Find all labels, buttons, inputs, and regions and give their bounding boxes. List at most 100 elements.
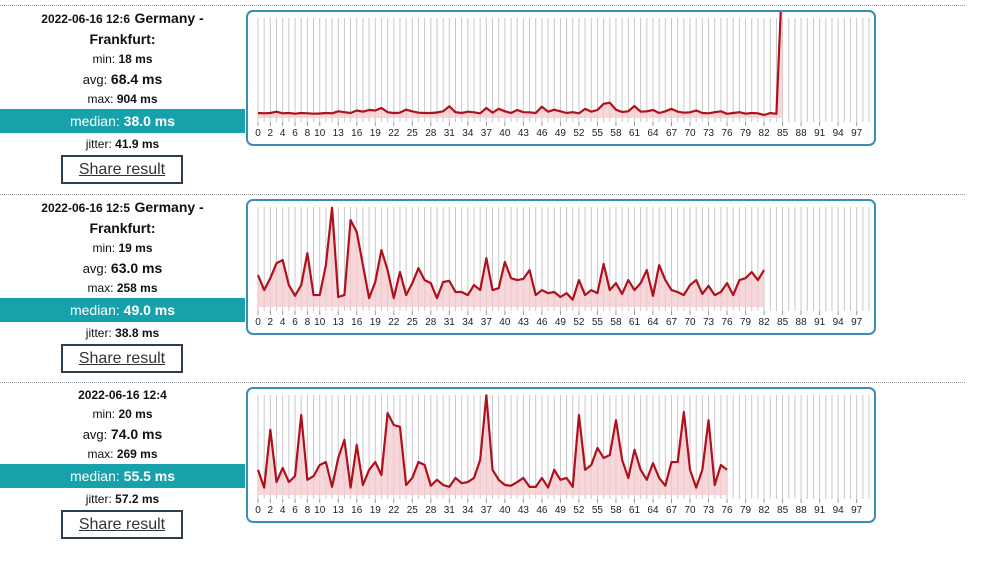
result-header: 2022-06-16 12:5 Germany - Frankfurt:	[18, 197, 228, 239]
min-value: 19 ms	[118, 241, 153, 255]
result-block: 2022-06-16 12:5 Germany - Frankfurt: min:…	[0, 189, 999, 377]
latency-chart: 0 2 4 6 8 10 13 16 19 22 25 28 31 34 37 40 43 46 49 52 55 58 6…	[246, 199, 876, 335]
x-tick-label: 55	[592, 128, 604, 139]
x-tick-label: 25	[407, 128, 419, 139]
max-row: max: 258 ms	[0, 278, 245, 298]
latency-line	[256, 206, 766, 301]
x-tick-label: 2	[268, 128, 274, 139]
min-label: min:	[92, 52, 116, 66]
jitter-label: jitter:	[85, 492, 112, 506]
x-tick-label: 28	[425, 317, 437, 328]
chart-frame	[246, 387, 876, 523]
separator	[0, 194, 965, 195]
min-label: min:	[92, 241, 116, 255]
avg-row: avg: 74.0 ms	[0, 424, 245, 444]
min-value: 20 ms	[118, 407, 153, 421]
x-tick-label: 40	[499, 505, 511, 516]
x-tick-label: 91	[814, 505, 826, 516]
x-tick-label: 34	[462, 128, 474, 139]
x-tick-label: 37	[481, 505, 493, 516]
x-tick-label: 2	[268, 505, 274, 516]
x-tick-label: 10	[314, 128, 326, 139]
x-tick-label: 34	[462, 317, 474, 328]
min-row: min: 20 ms	[0, 405, 245, 424]
x-tick-label: 70	[684, 505, 696, 516]
latency-chart: 0 2 4 6 8 10 13 16 19 22 25 28 31 34 37 40 43 46 49 52 55 58 6…	[246, 387, 876, 523]
x-tick-label: 82	[759, 317, 771, 328]
x-tick-label: 6	[292, 128, 298, 139]
x-tick-label: 64	[647, 505, 659, 516]
x-tick-label: 34	[462, 505, 474, 516]
x-tick-label: 8	[305, 317, 311, 328]
avg-row: avg: 63.0 ms	[0, 258, 245, 278]
x-tick-label: 0	[255, 128, 261, 139]
x-tick-label: 37	[481, 128, 493, 139]
x-tick-label: 64	[647, 317, 659, 328]
x-tick-label: 88	[796, 128, 808, 139]
x-tick-label: 43	[518, 128, 530, 139]
result-block: 2022-06-16 12:6 Germany - Frankfurt: min:…	[0, 0, 999, 188]
page: 2022-06-16 12:6 Germany - Frankfurt: min:…	[0, 0, 999, 539]
x-tick-label: 61	[629, 317, 641, 328]
x-tick-label: 0	[255, 317, 261, 328]
share-button[interactable]: Share result	[61, 510, 183, 539]
result-date: 2022-06-16 12:6	[41, 12, 131, 26]
result-summary: 2022-06-16 12:4 min: 20 ms avg: 74.0 ms max…	[0, 385, 245, 539]
x-tick-label: 22	[388, 128, 400, 139]
x-tick-label: 52	[573, 317, 585, 328]
max-row: max: 904 ms	[0, 89, 245, 109]
result-summary: 2022-06-16 12:5 Germany - Frankfurt: min:…	[0, 197, 245, 373]
jitter-label: jitter:	[85, 326, 112, 340]
min-row: min: 18 ms	[0, 50, 245, 69]
x-tick-label: 0	[255, 505, 261, 516]
x-tick-label: 97	[851, 128, 863, 139]
x-tick-label: 16	[351, 317, 363, 328]
jitter-value: 57.2 ms	[115, 492, 160, 506]
avg-label: avg:	[82, 72, 108, 87]
max-row: max: 269 ms	[0, 444, 245, 464]
x-tick-label: 94	[833, 317, 845, 328]
share-button-text: Share result	[78, 350, 166, 367]
x-tick-label: 73	[703, 128, 715, 139]
x-tick-label: 37	[481, 317, 493, 328]
min-row: min: 19 ms	[0, 239, 245, 258]
x-tick-label: 28	[425, 128, 437, 139]
x-tick-label: 22	[388, 317, 400, 328]
x-tick-label: 76	[721, 317, 733, 328]
x-tick-label: 28	[425, 505, 437, 516]
x-tick-label: 25	[407, 505, 419, 516]
x-tick-label: 76	[721, 128, 733, 139]
plot	[256, 394, 728, 495]
result-date: 2022-06-16 12:5	[41, 201, 131, 215]
x-tick-label: 46	[536, 505, 548, 516]
x-tick-label: 10	[314, 505, 326, 516]
x-tick-label: 13	[333, 317, 345, 328]
x-tick-label: 79	[740, 317, 752, 328]
min-label: min:	[92, 407, 116, 421]
jitter-row: jitter: 38.8 ms	[0, 322, 245, 344]
share-button-text: Share result	[78, 516, 166, 533]
max-label: max:	[87, 447, 114, 461]
x-tick-label: 91	[814, 317, 826, 328]
x-tick-label: 91	[814, 128, 826, 139]
x-tick-label: 49	[555, 317, 567, 328]
x-tick-label: 6	[292, 505, 298, 516]
x-tick-label: 4	[280, 505, 286, 516]
median-value: 38.0 ms	[123, 113, 176, 129]
share-button[interactable]: Share result	[61, 155, 183, 184]
x-tick-label: 10	[314, 317, 326, 328]
result-header: 2022-06-16 12:6 Germany - Frankfurt:	[18, 8, 228, 50]
x-tick-label: 79	[740, 128, 752, 139]
chart-frame	[246, 10, 876, 146]
jitter-row: jitter: 57.2 ms	[0, 488, 245, 510]
x-tick-label: 58	[610, 505, 622, 516]
median-row: median: 38.0 ms	[0, 109, 245, 133]
max-value: 904 ms	[116, 92, 158, 106]
result-summary: 2022-06-16 12:6 Germany - Frankfurt: min:…	[0, 8, 245, 184]
median-label: median:	[69, 302, 120, 318]
x-tick-label: 85	[777, 317, 789, 328]
x-tick-label: 58	[610, 317, 622, 328]
x-tick-label: 55	[592, 505, 604, 516]
share-button[interactable]: Share result	[61, 344, 183, 373]
separator	[0, 5, 965, 6]
